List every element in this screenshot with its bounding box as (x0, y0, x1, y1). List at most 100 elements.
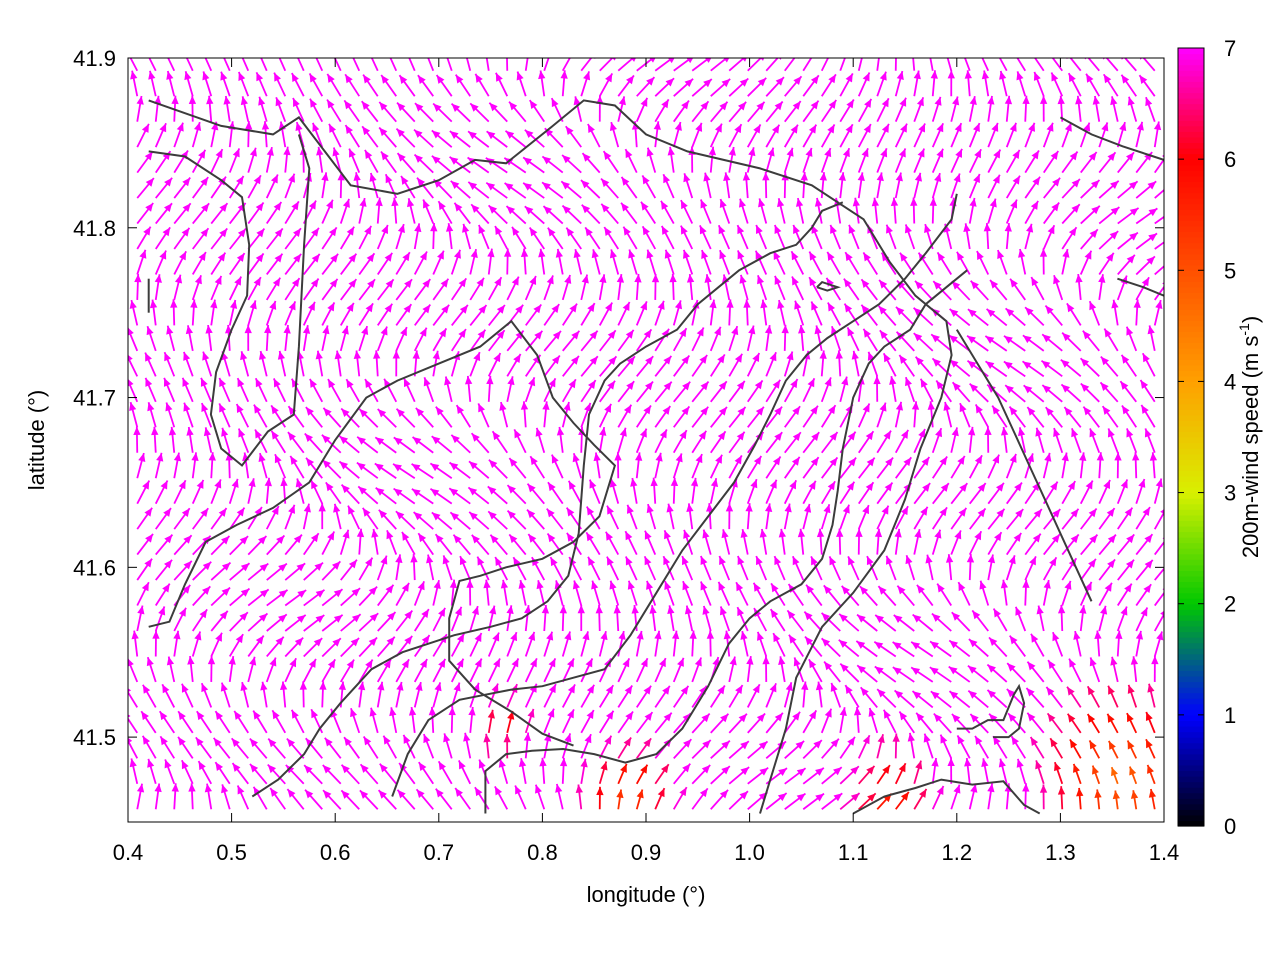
wind-vector (820, 58, 830, 72)
wind-vector (487, 248, 495, 275)
wind-vector (876, 97, 890, 123)
wind-vector (591, 249, 601, 275)
wind-vector (606, 505, 620, 530)
wind-vector (488, 329, 506, 352)
wind-vector (432, 327, 448, 352)
wind-vector (442, 555, 453, 581)
wind-vector (820, 504, 831, 530)
wind-vector (508, 457, 527, 479)
wind-vector (429, 488, 453, 505)
wind-vector (709, 353, 726, 377)
contour-line (148, 134, 311, 467)
wind-vector (467, 181, 490, 199)
wind-vector (378, 509, 397, 530)
wind-vector (1026, 712, 1045, 734)
wind-vector (321, 278, 339, 301)
wind-vector (814, 197, 823, 224)
wind-vector (1079, 605, 1087, 632)
wind-vector (783, 378, 799, 403)
wind-vector (352, 58, 361, 72)
wind-vector (1041, 333, 1063, 352)
wind-vector (469, 632, 483, 657)
wind-vector (210, 610, 229, 632)
wind-vector (413, 681, 423, 708)
wind-vector (518, 758, 527, 784)
wind-vector (894, 172, 903, 199)
wind-vector (894, 429, 909, 454)
wind-vector (468, 706, 476, 733)
wind-vector (1035, 760, 1045, 785)
wind-vector (876, 505, 890, 530)
wind-vector (1135, 180, 1157, 199)
wind-vector (802, 767, 825, 785)
wind-vector (1061, 480, 1076, 505)
wind-vector (580, 402, 592, 428)
wind-vector (299, 681, 308, 708)
wind-vector (852, 197, 860, 224)
wind-vector (746, 124, 762, 148)
wind-vector (1146, 764, 1156, 785)
wind-vector (499, 401, 509, 428)
wind-vector (635, 685, 652, 708)
wind-vector (1072, 763, 1082, 785)
wind-vector (321, 560, 341, 581)
colorbar-segment (1178, 203, 1204, 210)
wind-vector (889, 376, 897, 402)
wind-vector (512, 556, 527, 581)
colorbar-segment (1178, 742, 1204, 749)
wind-vector (375, 197, 383, 224)
wind-vector (1089, 428, 1101, 454)
wind-vector (506, 376, 515, 402)
wind-vector (526, 483, 545, 505)
wind-vector (565, 227, 582, 250)
wind-vector (890, 197, 899, 224)
wind-vector (266, 201, 283, 225)
wind-vector (414, 278, 431, 301)
wind-vector (183, 402, 194, 428)
wind-vector (437, 200, 453, 224)
wind-vector (265, 277, 281, 301)
wind-vector (526, 509, 545, 530)
wind-vector (1098, 206, 1120, 225)
wind-vector (393, 487, 416, 505)
wind-vector (1022, 334, 1045, 352)
wind-vector (777, 198, 786, 224)
wind-vector (454, 787, 471, 810)
wind-vector (815, 681, 824, 708)
wind-vector (912, 613, 934, 632)
wind-vector (765, 124, 781, 148)
wind-vector (310, 479, 324, 505)
colorbar-segment (1178, 525, 1204, 533)
wind-vector (1008, 406, 1026, 428)
wind-vector (364, 378, 379, 403)
wind-vector (240, 350, 250, 377)
wind-vector (322, 764, 342, 785)
colorbar-segment (1178, 159, 1204, 166)
wind-vector (580, 379, 597, 403)
wind-vector (395, 554, 403, 581)
wind-vector (1024, 533, 1042, 556)
colorbar-segment (1178, 198, 1204, 205)
wind-vector (691, 739, 712, 759)
wind-vector (1098, 252, 1115, 275)
wind-vector (879, 329, 897, 352)
wind-vector (1025, 687, 1045, 708)
wind-vector (518, 579, 527, 606)
wind-vector (202, 351, 213, 377)
wind-vector (572, 453, 583, 479)
wind-vector (321, 588, 344, 607)
wind-vector (431, 129, 453, 148)
wind-vector (1116, 606, 1128, 632)
colorbar-segment (1178, 564, 1204, 571)
colorbar-segment (1178, 809, 1204, 816)
x-tick-label: 0.9 (631, 840, 662, 865)
wind-vector (862, 328, 879, 352)
wind-vector (450, 606, 463, 632)
wind-vector (916, 584, 934, 607)
wind-vector (968, 173, 981, 199)
wind-vector (856, 613, 878, 632)
wind-vector (805, 584, 823, 607)
wind-vector (746, 656, 754, 683)
wind-vector (210, 252, 227, 275)
wind-vector (376, 224, 389, 250)
